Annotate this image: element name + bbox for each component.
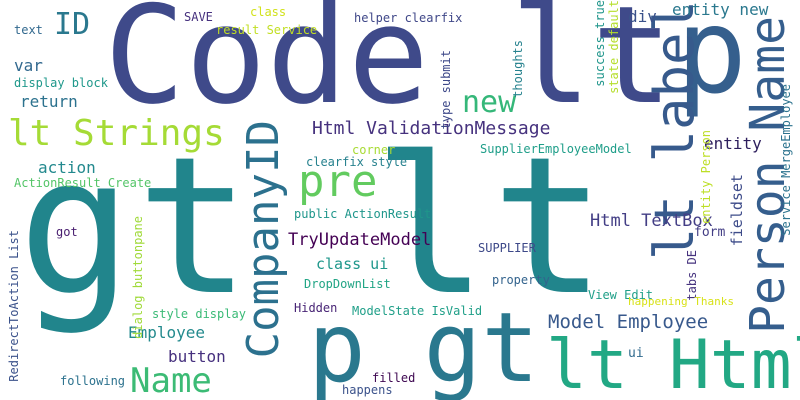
cloud-word: form [694, 225, 726, 240]
cloud-word: entity [704, 134, 762, 153]
cloud-word: dialog buttonpane [131, 216, 145, 339]
cloud-word: var [14, 56, 43, 75]
cloud-word: SUPPLIER [478, 241, 536, 255]
cloud-word: style display [152, 307, 246, 321]
cloud-word: helper clearfix [354, 11, 463, 25]
cloud-word: happens [342, 383, 393, 397]
cloud-word: tabs DE [685, 250, 699, 301]
cloud-word: lt Strings [8, 113, 225, 154]
cloud-word: SupplierEmployeeModel [480, 142, 632, 156]
cloud-word: ModelState IsValid [352, 304, 483, 318]
cloud-word: Employee [128, 323, 206, 342]
cloud-word: DropDownList [304, 277, 391, 291]
cloud-word: public ActionResult [294, 207, 432, 221]
cloud-word: success true [593, 0, 607, 87]
cloud-word: gt lt [18, 116, 610, 337]
cloud-word: fieldset [728, 174, 746, 247]
cloud-word: type submit [439, 50, 453, 130]
cloud-word: text [14, 23, 43, 37]
cloud-word: return [20, 92, 78, 111]
cloud-word: lt Html [546, 326, 800, 400]
cloud-word: CompanyID [238, 120, 289, 359]
cloud-word: Code lt [104, 0, 673, 134]
cloud-word: ActionResult Create [14, 176, 152, 190]
cloud-word: result Service [216, 23, 318, 37]
cloud-word: button [168, 347, 226, 366]
cloud-word: ui [628, 346, 644, 361]
cloud-word: thoughts [511, 40, 525, 98]
cloud-word: entity new [672, 0, 769, 19]
cloud-word: RedirectToAction List [7, 230, 21, 382]
cloud-word: Service MergeEmployee [779, 84, 793, 236]
cloud-word: class ui [316, 255, 389, 273]
cloud-word: SAVE [184, 10, 213, 24]
cloud-word: entity Person [699, 130, 713, 224]
cloud-word: happening Thanks [628, 295, 734, 308]
cloud-word: corner [352, 143, 396, 157]
cloud-word: TryUpdateModel [288, 230, 432, 250]
cloud-word: p gt [308, 292, 540, 400]
cloud-word: action [38, 158, 96, 177]
cloud-word: following [60, 374, 126, 388]
cloud-word: display block [14, 76, 108, 90]
cloud-word: View Edit [588, 288, 654, 302]
cloud-word: p [676, 0, 748, 120]
cloud-word: class [250, 5, 287, 19]
cloud-word: ID [54, 7, 91, 42]
cloud-word: Model Employee [548, 311, 709, 333]
cloud-word: Hidden [294, 301, 338, 315]
cloud-word: pre [298, 156, 378, 207]
cloud-word: state default [607, 0, 621, 94]
cloud-word: div [628, 7, 657, 26]
cloud-word: new [462, 85, 517, 120]
cloud-word: clearfix style [306, 155, 408, 169]
cloud-word: filled [372, 371, 416, 385]
cloud-word: Html ValidationMessage [312, 118, 551, 139]
cloud-word: property [492, 273, 550, 287]
cloud-word: Name [130, 361, 212, 400]
cloud-word: Html TextBox [590, 211, 713, 231]
cloud-word: got [56, 225, 78, 239]
